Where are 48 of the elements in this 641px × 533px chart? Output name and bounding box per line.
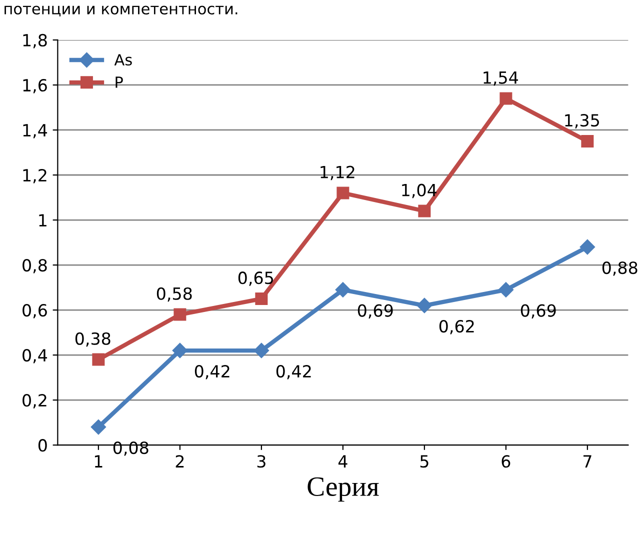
data-label: 0,42 — [276, 364, 311, 380]
point — [500, 92, 512, 105]
data-label: 0,42 — [194, 364, 230, 380]
data-label: 1,54 — [484, 71, 518, 86]
point — [172, 342, 188, 358]
x-tick-label: 3 — [257, 455, 266, 468]
point — [255, 292, 268, 306]
point — [174, 308, 186, 321]
y-tick-label: 1,4 — [23, 124, 48, 138]
point — [418, 204, 431, 218]
y-tick-label: 1,2 — [23, 168, 46, 184]
point — [416, 298, 432, 314]
point — [335, 282, 351, 298]
x-tick-label: 5 — [420, 455, 428, 468]
y-tick-label: 1 — [39, 214, 46, 226]
point — [92, 353, 105, 366]
data-label: 0,58 — [156, 287, 192, 302]
y-tick-label: 1,8 — [23, 34, 47, 48]
data-label: 0,69 — [520, 304, 556, 319]
legend-label: As — [114, 54, 132, 66]
y-tick-label: 0,2 — [22, 394, 46, 408]
data-label: 1,35 — [565, 114, 599, 128]
data-label: 0,62 — [439, 320, 474, 334]
data-label: 1,12 — [320, 166, 354, 180]
x-tick-label: 6 — [502, 455, 510, 468]
x-tick-label: 2 — [176, 455, 184, 468]
point — [581, 134, 594, 148]
x-tick-label: 7 — [583, 455, 592, 468]
y-tick-label: 0,8 — [22, 258, 47, 274]
y-tick-label: 0 — [38, 439, 47, 452]
x-axis-title: Серия — [308, 477, 379, 502]
point — [580, 239, 595, 255]
data-label: 0,88 — [602, 261, 638, 276]
data-label: 0,69 — [358, 304, 393, 319]
legend-label: P — [116, 76, 123, 88]
data-label: 1,04 — [402, 184, 436, 198]
y-tick-label: 1,6 — [23, 78, 47, 94]
point — [90, 419, 106, 435]
y-tick-label: 0,6 — [22, 304, 47, 318]
x-tick-label: 1 — [94, 455, 102, 468]
chart-title: потенции и компетентности. — [4, 6, 238, 16]
data-label: 0,65 — [238, 272, 273, 286]
point — [254, 342, 270, 358]
point — [336, 186, 350, 200]
y-tick-label: 0,4 — [22, 349, 48, 364]
data-label: 0,38 — [75, 332, 110, 347]
point — [498, 282, 514, 298]
x-tick-label: 4 — [338, 455, 348, 468]
